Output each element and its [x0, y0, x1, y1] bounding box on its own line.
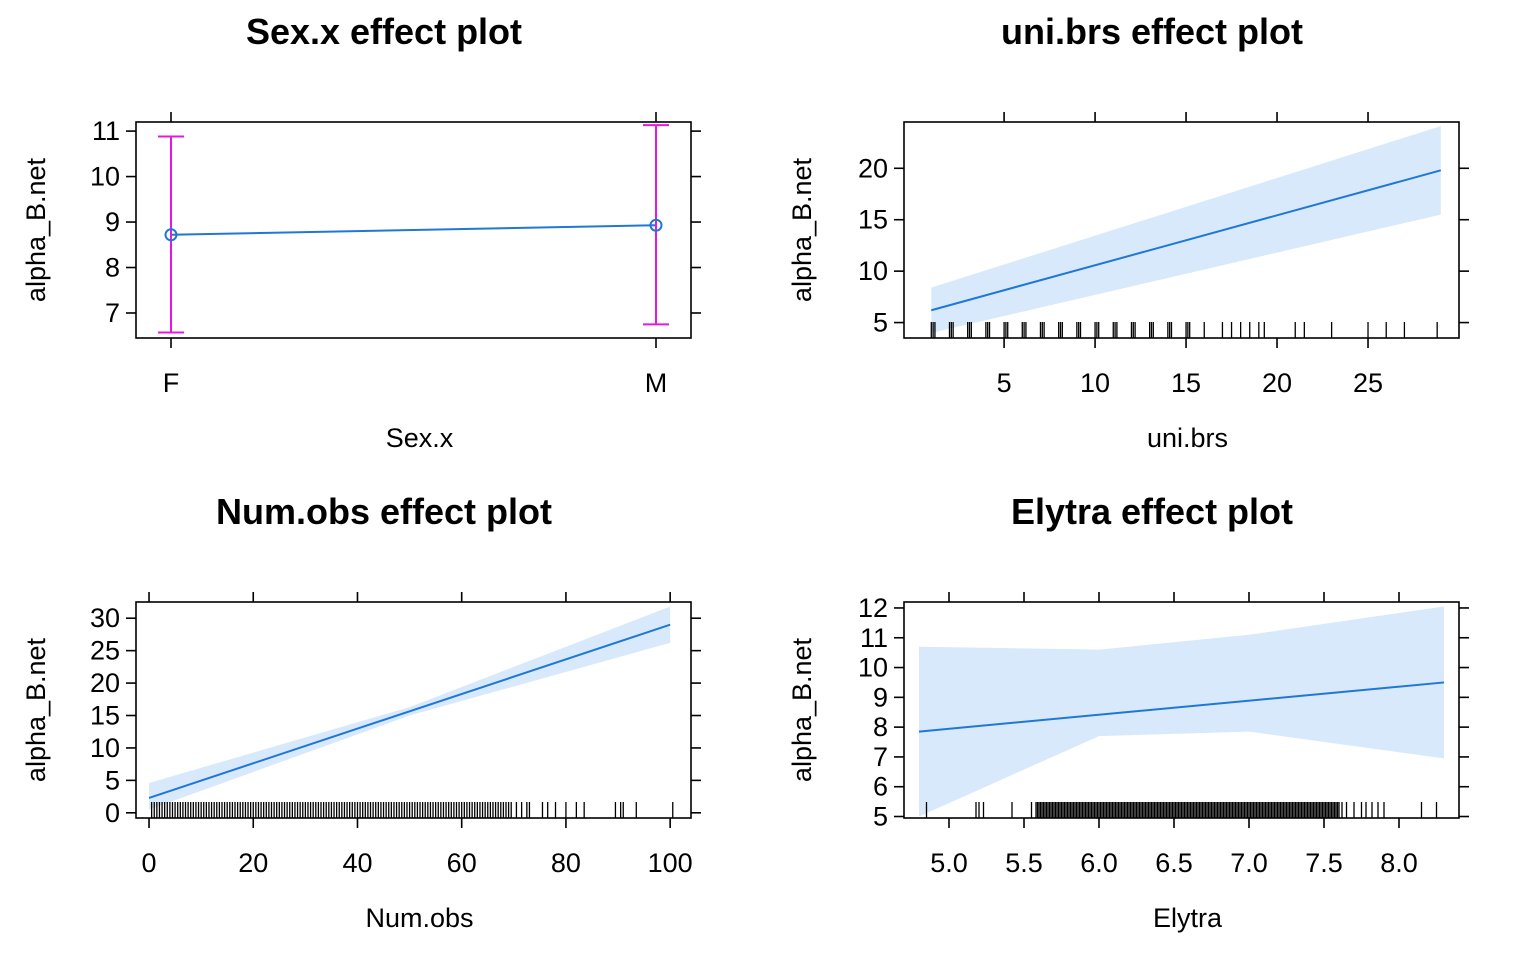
- y-axis-label: alpha_B.net: [21, 157, 51, 302]
- y-tick-label: 6: [873, 772, 888, 802]
- y-tick-label: 11: [92, 116, 120, 146]
- x-tick-label: 6.5: [1155, 848, 1193, 878]
- estimate-point: [164, 228, 178, 242]
- y-tick-label: 5: [873, 308, 888, 338]
- x-tick-label: 5: [997, 368, 1012, 398]
- chart-title: Sex.x effect plot: [246, 11, 522, 52]
- y-tick-label: 7: [105, 298, 120, 328]
- x-tick-label: 7.0: [1230, 848, 1268, 878]
- y-tick-label: 7: [873, 742, 888, 772]
- x-tick-label: 5.0: [930, 848, 968, 878]
- x-tick-label: 6.0: [1080, 848, 1118, 878]
- x-tick-label: F: [163, 368, 180, 398]
- x-axis-label: uni.brs: [1147, 423, 1228, 453]
- x-tick-label: 20: [238, 848, 268, 878]
- chart-title: Elytra effect plot: [1011, 491, 1293, 532]
- y-axis-label: alpha_B.net: [787, 637, 817, 782]
- y-axis-label: alpha_B.net: [787, 157, 817, 302]
- y-tick-label: 9: [873, 682, 888, 712]
- chart-title: Num.obs effect plot: [216, 491, 552, 532]
- error-bar-F: [158, 135, 184, 334]
- x-tick-label: 60: [447, 848, 477, 878]
- panel-2: uni.brs effect plot 5 10 15 20 5 10 15 20 25 uni.b…: [787, 11, 1469, 453]
- y-tick-label: 8: [105, 253, 120, 283]
- x-tick-label: 15: [1171, 368, 1201, 398]
- panel-1: Sex.x effect plot 7 8 9 10 11 F M Sex.x alpha_B.n…: [21, 11, 701, 453]
- x-tick-label: 7.5: [1305, 848, 1343, 878]
- confidence-band: [919, 606, 1444, 817]
- fit-line: [148, 623, 671, 799]
- y-tick-label: 25: [90, 636, 120, 666]
- x-axis-label: Elytra: [1153, 903, 1223, 933]
- confidence-band: [149, 606, 671, 810]
- y-tick-label: 15: [858, 205, 888, 235]
- fit-line: [918, 681, 1445, 733]
- x-axis-label: Sex.x: [386, 423, 454, 453]
- x-tick-label: 5.5: [1005, 848, 1043, 878]
- y-tick-label: 5: [873, 802, 888, 832]
- x-tick-label: M: [645, 368, 668, 398]
- estimate-point: [649, 218, 663, 232]
- chart-title: uni.brs effect plot: [1001, 11, 1303, 52]
- x-tick-label: 20: [1262, 368, 1292, 398]
- x-tick-label: 40: [342, 848, 372, 878]
- y-tick-label: 8: [873, 712, 888, 742]
- x-tick-label: 10: [1080, 368, 1110, 398]
- plot-frame: [135, 601, 692, 819]
- y-tick-label: 20: [858, 153, 888, 183]
- rug: [925, 802, 1438, 818]
- y-tick-label: 10: [858, 256, 888, 286]
- y-tick-label: 15: [90, 701, 120, 731]
- x-axis-label: Num.obs: [365, 903, 473, 933]
- y-tick-label: 20: [90, 668, 120, 698]
- fit-line: [931, 169, 1442, 312]
- plot-frame: [903, 601, 1460, 819]
- y-tick-label: 12: [858, 593, 888, 623]
- y-tick-label: 10: [90, 733, 120, 763]
- rug: [930, 322, 1438, 338]
- y-tick-label: 9: [105, 207, 120, 237]
- confidence-band: [931, 126, 1441, 333]
- y-tick-label: 5: [105, 765, 120, 795]
- y-tick-label: 11: [860, 623, 888, 653]
- y-tick-label: 0: [105, 798, 120, 828]
- plot-frame: [135, 121, 692, 339]
- y-tick-label: 10: [858, 653, 888, 683]
- x-tick-label: 80: [551, 848, 581, 878]
- error-bar-M: [643, 124, 669, 326]
- estimate-line: [170, 224, 657, 236]
- plot-frame: [903, 121, 1460, 339]
- y-tick-label: 10: [90, 162, 120, 192]
- x-tick-label: 0: [142, 848, 157, 878]
- x-tick-label: 8.0: [1380, 848, 1418, 878]
- rug: [150, 802, 674, 818]
- x-tick-label: 25: [1353, 368, 1383, 398]
- x-tick-label: 100: [648, 848, 693, 878]
- y-axis-label: alpha_B.net: [21, 637, 51, 782]
- y-tick-label: 30: [90, 603, 120, 633]
